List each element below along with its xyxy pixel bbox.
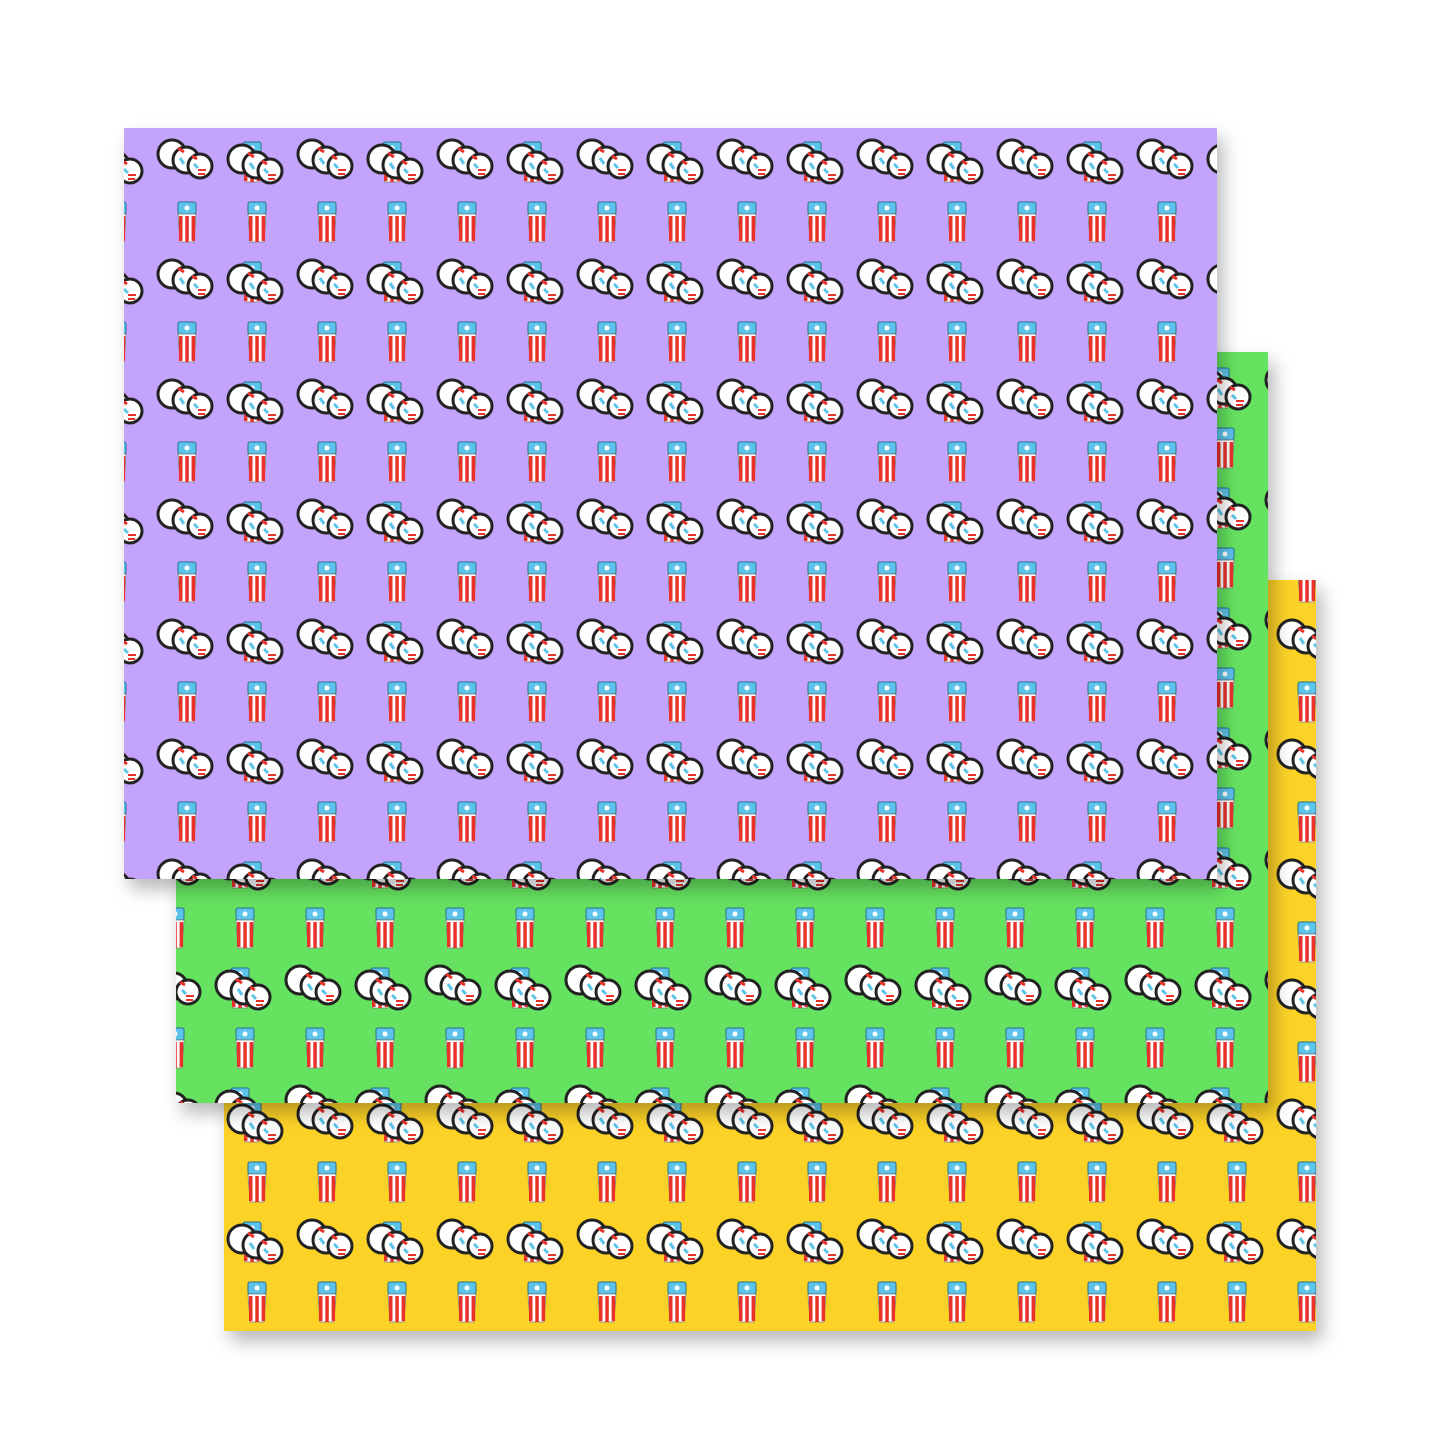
sheet-purple [124, 128, 1217, 879]
